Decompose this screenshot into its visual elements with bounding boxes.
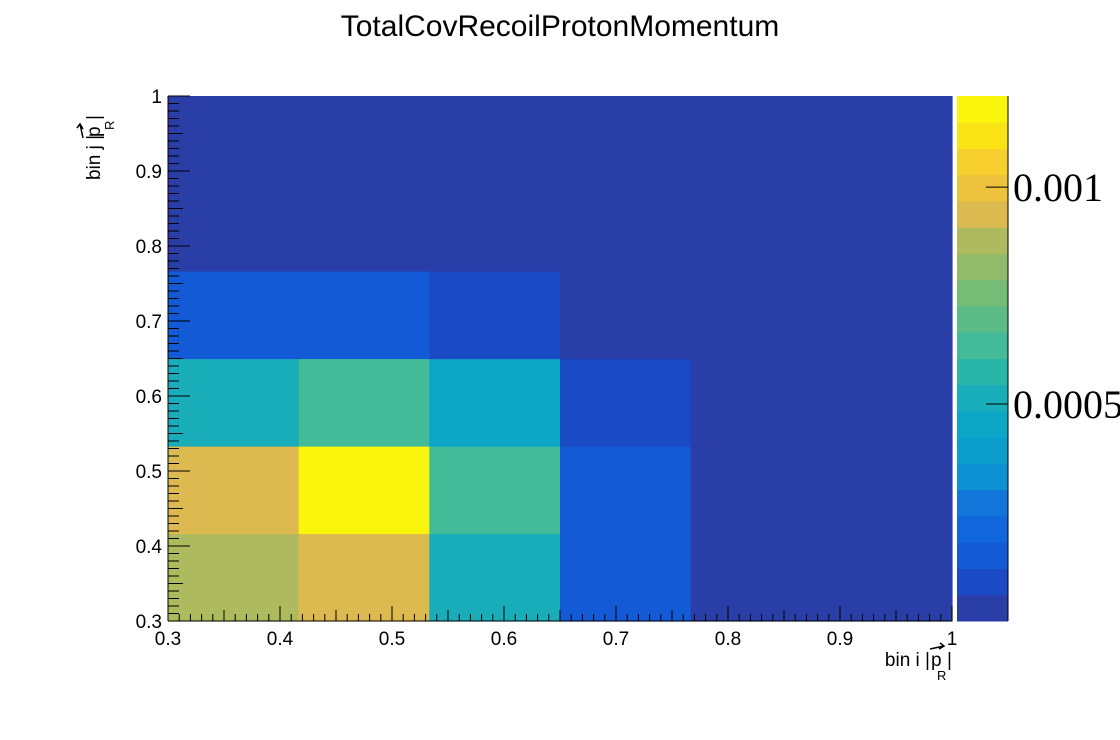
y-tick-label: 0.7	[136, 312, 162, 333]
x-tick-label: 0.6	[491, 629, 517, 650]
x-axis-label-vec: p	[931, 650, 942, 671]
heatmap-cell	[429, 446, 561, 535]
color-bar-segment	[957, 148, 1008, 176]
heatmap-cell	[168, 270, 300, 360]
z-tick-label: 0.001	[1013, 165, 1103, 210]
heatmap-cells	[168, 96, 953, 622]
heatmap-cell	[560, 533, 692, 622]
color-bar-segment	[957, 411, 1008, 438]
heatmap-cell	[560, 183, 692, 272]
heatmap-cell	[298, 358, 430, 447]
heatmap-cell	[560, 358, 692, 447]
x-tick-label: 0.7	[603, 629, 629, 650]
y-tick-label: 0.6	[136, 387, 162, 408]
heatmap-cell	[429, 270, 561, 360]
heatmap-cell	[821, 446, 953, 535]
y-tick-label: 0.5	[136, 462, 162, 483]
y-tick-label: 0.3	[136, 612, 162, 633]
heatmap-cell	[168, 533, 300, 622]
chart-title: TotalCovRecoilProtonMomentum	[341, 10, 780, 43]
color-bar-segment	[957, 516, 1008, 543]
heatmap-cell	[690, 533, 822, 622]
y-tick-label: 0.4	[136, 537, 163, 558]
color-bar-segment	[957, 227, 1008, 254]
y-axis-label: bin j | p R |	[76, 115, 117, 180]
heatmap-cell	[690, 358, 822, 447]
heatmap-cell	[429, 183, 561, 272]
heatmap-cell	[821, 533, 953, 622]
color-bar-segment	[957, 279, 1008, 307]
heatmap-cell	[821, 183, 953, 272]
x-tick-label: 0.8	[715, 629, 741, 650]
heatmap-cell	[821, 96, 953, 185]
heatmap-cell	[690, 96, 822, 185]
color-bar-segment	[957, 463, 1008, 491]
color-bar-segment	[957, 306, 1008, 333]
y-axis-label-close: |	[84, 115, 105, 120]
x-tick-label: 0.4	[267, 629, 294, 650]
heatmap-cell	[429, 533, 561, 622]
heatmap-cell	[429, 358, 561, 447]
color-bar-segment	[957, 489, 1008, 517]
y-axis-label-vec: p	[84, 126, 105, 137]
color-bar-segment	[957, 253, 1008, 281]
color-bar-segment	[957, 358, 1008, 386]
color-bar	[957, 96, 1009, 622]
color-bar-segment	[957, 332, 1008, 359]
x-axis-vector-arrow-icon	[929, 642, 946, 650]
heatmap-cell	[298, 533, 430, 622]
x-axis-label-sub: R	[937, 668, 946, 683]
heatmap-cell	[560, 446, 692, 535]
heatmap-cell	[298, 270, 430, 360]
heatmap-cell	[690, 446, 822, 535]
y-axis-label-main: bin j |	[84, 135, 105, 180]
x-tick-label: 0.3	[155, 629, 181, 650]
y-tick-label: 0.9	[136, 162, 162, 183]
y-tick-label: 1	[151, 87, 162, 108]
color-bar-segment	[957, 568, 1008, 596]
y-axis-label-sub: R	[102, 121, 117, 130]
heatmap-cell	[298, 446, 430, 535]
y-tick-label: 0.8	[136, 237, 162, 258]
heatmap-cell	[168, 358, 300, 447]
color-bar-segment	[957, 594, 1008, 622]
x-tick-label: 0.5	[379, 629, 405, 650]
heatmap-cell	[690, 270, 822, 360]
z-tick-labels: 0.0005 0.001	[986, 165, 1120, 427]
x-axis-label: bin i | p R |	[885, 642, 952, 683]
heatmap-cell	[168, 183, 300, 272]
heatmap-cell	[560, 270, 692, 360]
y-tick-labels: 0.3 0.4 0.5 0.6 0.7 0.8 0.9 1	[136, 87, 163, 633]
x-tick-labels: 0.3 0.4 0.5 0.6 0.7 0.8 0.9 1	[155, 629, 958, 650]
color-bar-segment	[957, 437, 1008, 464]
x-tick-label: 1	[947, 629, 958, 650]
heatmap-cell	[690, 183, 822, 272]
heatmap-cell	[168, 96, 300, 185]
color-bar-segment	[957, 542, 1008, 569]
color-bar-segment	[957, 96, 1008, 123]
x-axis-label-main: bin i |	[885, 650, 930, 671]
color-bar-segment	[957, 201, 1008, 228]
x-axis-label-close: |	[947, 650, 952, 671]
heatmap-cell	[168, 446, 300, 535]
heatmap-cell	[560, 96, 692, 185]
z-tick-label: 0.0005	[1013, 382, 1120, 427]
heatmap-cell	[821, 358, 953, 447]
heatmap-cell	[298, 183, 430, 272]
heatmap-cell	[429, 96, 561, 185]
color-bar-segment	[957, 384, 1008, 412]
heatmap-cell	[298, 96, 430, 185]
color-bar-segment	[957, 122, 1008, 149]
axes	[167, 95, 953, 622]
color-bar-segment	[957, 174, 1008, 202]
y-axis-vector-arrow-icon	[76, 122, 84, 139]
x-tick-label: 0.9	[827, 629, 853, 650]
heatmap-cell	[821, 270, 953, 360]
